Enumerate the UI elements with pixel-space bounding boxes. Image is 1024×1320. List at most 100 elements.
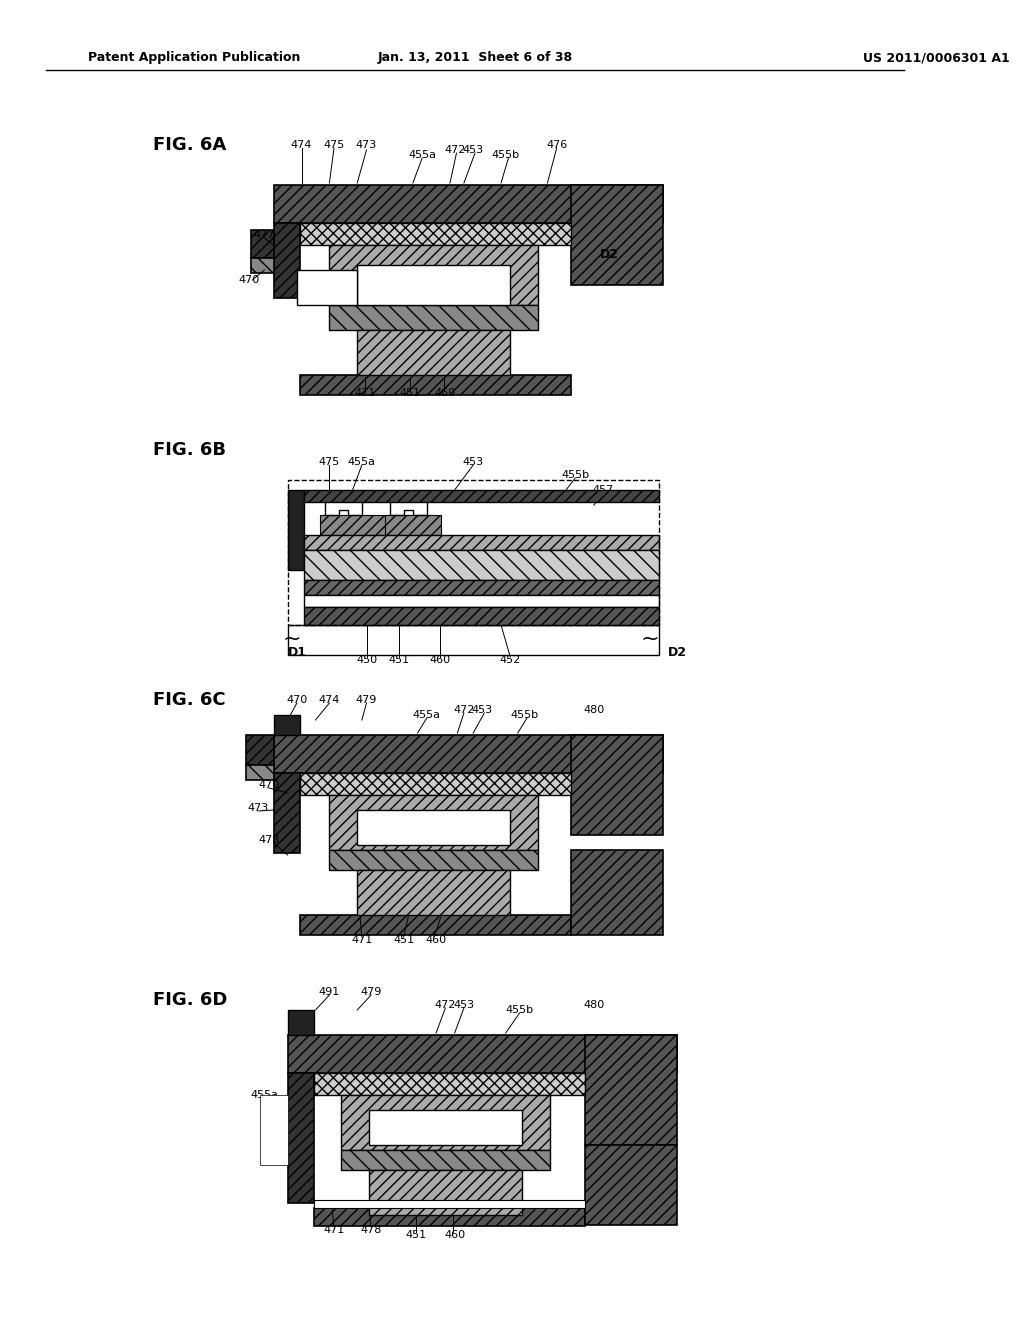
- Text: FIG. 6B: FIG. 6B: [154, 441, 226, 459]
- Bar: [370, 1110, 522, 1144]
- Text: D2: D2: [668, 645, 687, 659]
- Bar: [288, 490, 304, 570]
- Text: 453: 453: [463, 145, 483, 154]
- Text: 457: 457: [593, 484, 613, 495]
- Bar: [260, 1096, 288, 1166]
- Text: 470: 470: [238, 275, 259, 285]
- Bar: [357, 810, 510, 845]
- Bar: [313, 1208, 585, 1226]
- Bar: [273, 223, 300, 298]
- Bar: [570, 850, 664, 935]
- Bar: [288, 624, 658, 655]
- Bar: [304, 579, 658, 595]
- Text: FIG. 6D: FIG. 6D: [154, 991, 227, 1008]
- Text: D2: D2: [600, 248, 620, 261]
- Bar: [246, 766, 273, 780]
- Text: ~: ~: [640, 628, 658, 648]
- Text: 471: 471: [354, 388, 375, 399]
- Text: 460: 460: [429, 655, 451, 665]
- Bar: [273, 774, 300, 853]
- Text: 472: 472: [444, 145, 465, 154]
- Text: 455a: 455a: [413, 710, 440, 719]
- Bar: [370, 1170, 522, 1214]
- Text: 470: 470: [258, 780, 280, 789]
- Bar: [297, 271, 357, 305]
- Bar: [273, 185, 664, 223]
- Text: 453: 453: [472, 705, 493, 715]
- Bar: [330, 305, 539, 330]
- Text: 491: 491: [318, 987, 340, 997]
- Bar: [251, 257, 273, 273]
- Text: 474: 474: [291, 140, 312, 150]
- Text: FIG. 6C: FIG. 6C: [154, 690, 225, 709]
- Bar: [304, 550, 658, 579]
- Text: 472: 472: [434, 1001, 456, 1010]
- Bar: [300, 223, 570, 246]
- Bar: [304, 490, 658, 502]
- Text: 460: 460: [426, 935, 446, 945]
- Text: 475: 475: [324, 140, 345, 150]
- Bar: [246, 735, 273, 766]
- Text: FIG. 6A: FIG. 6A: [154, 136, 226, 154]
- Text: 451: 451: [399, 388, 421, 399]
- Bar: [288, 1073, 313, 1203]
- Text: US 2011/0006301 A1: US 2011/0006301 A1: [863, 51, 1010, 65]
- Text: 470: 470: [287, 696, 307, 705]
- Text: 460: 460: [444, 1230, 465, 1239]
- Text: 455b: 455b: [492, 150, 520, 160]
- Text: ~: ~: [283, 628, 302, 648]
- Text: 455a: 455a: [251, 1090, 279, 1100]
- Bar: [570, 735, 664, 836]
- Bar: [321, 515, 431, 535]
- Bar: [357, 265, 510, 305]
- Text: 453: 453: [463, 457, 483, 467]
- Bar: [304, 595, 658, 607]
- Text: 479: 479: [360, 987, 382, 997]
- Bar: [313, 1073, 585, 1096]
- Bar: [304, 607, 658, 624]
- Bar: [330, 795, 539, 850]
- Bar: [288, 480, 658, 624]
- Text: 451: 451: [406, 1230, 426, 1239]
- Text: 455a: 455a: [348, 457, 376, 467]
- Bar: [385, 515, 440, 535]
- Text: D1: D1: [317, 281, 336, 294]
- Text: Patent Application Publication: Patent Application Publication: [88, 51, 300, 65]
- Text: 480: 480: [584, 1001, 604, 1010]
- Text: Jan. 13, 2011  Sheet 6 of 38: Jan. 13, 2011 Sheet 6 of 38: [378, 51, 572, 65]
- Text: 480: 480: [584, 705, 604, 715]
- Bar: [300, 774, 570, 795]
- Bar: [273, 735, 664, 774]
- Bar: [300, 915, 570, 935]
- Text: D1: D1: [288, 645, 306, 659]
- Bar: [288, 1035, 677, 1073]
- Text: 471: 471: [351, 935, 373, 945]
- Bar: [357, 330, 510, 375]
- Text: 460: 460: [435, 388, 456, 399]
- Bar: [357, 870, 510, 915]
- Bar: [300, 375, 570, 395]
- Text: 476: 476: [546, 140, 567, 150]
- Text: 472: 472: [454, 705, 474, 715]
- Text: 477: 477: [254, 230, 275, 240]
- Bar: [585, 1144, 677, 1225]
- Text: 474: 474: [318, 696, 340, 705]
- Bar: [304, 535, 658, 550]
- Text: 455a: 455a: [409, 150, 436, 160]
- Text: 455b: 455b: [561, 470, 590, 480]
- Text: 478: 478: [360, 1225, 382, 1236]
- Text: 473: 473: [356, 140, 377, 150]
- Bar: [330, 246, 539, 305]
- Text: 451: 451: [388, 655, 410, 665]
- Text: 479: 479: [355, 696, 377, 705]
- Text: 478: 478: [258, 836, 280, 845]
- Text: 455b: 455b: [506, 1005, 534, 1015]
- Text: 475: 475: [318, 457, 340, 467]
- Bar: [313, 1200, 585, 1208]
- Text: 452: 452: [500, 655, 521, 665]
- Text: 451: 451: [393, 935, 414, 945]
- Bar: [251, 230, 273, 257]
- Text: 473: 473: [248, 803, 268, 813]
- Bar: [330, 850, 539, 870]
- Text: 453: 453: [454, 1001, 474, 1010]
